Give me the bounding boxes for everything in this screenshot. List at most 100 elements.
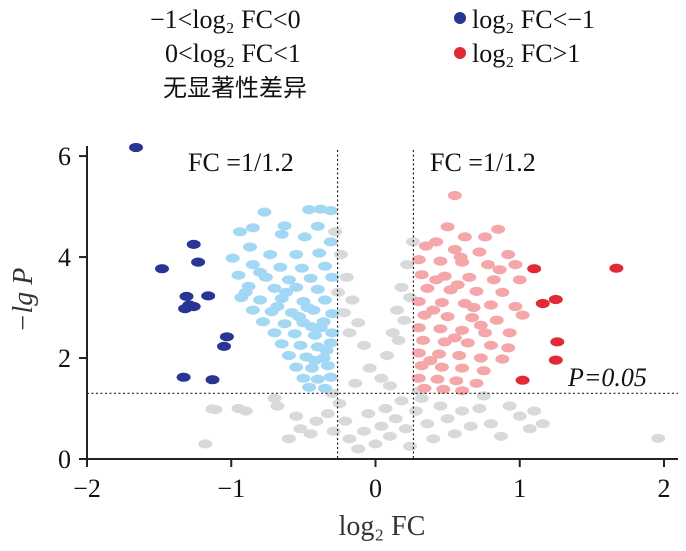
data-point	[342, 434, 357, 444]
data-point	[414, 270, 429, 280]
data-point	[320, 409, 335, 419]
data-point	[433, 256, 448, 266]
data-point	[277, 319, 292, 329]
data-point	[374, 421, 389, 431]
data-point	[455, 325, 470, 335]
data-point	[411, 255, 426, 265]
data-point	[256, 317, 270, 327]
data-point	[294, 263, 309, 273]
data-point	[323, 372, 338, 382]
data-point	[609, 263, 624, 273]
data-point	[274, 229, 289, 239]
x-tick-label: −2	[73, 474, 101, 503]
data-point	[449, 376, 464, 386]
data-point	[388, 414, 403, 424]
data-point	[548, 355, 563, 365]
data-point	[469, 378, 484, 388]
data-point	[201, 291, 216, 301]
legend-label-red: log₂ FC>1	[472, 39, 580, 68]
data-point	[300, 302, 315, 313]
data-point	[394, 396, 409, 406]
x-tick-label: 2	[658, 474, 671, 503]
data-point	[432, 349, 446, 359]
legend-dot-dark-blue	[454, 12, 466, 24]
legend-dot-red	[454, 47, 466, 59]
data-point	[351, 444, 366, 454]
data-point	[522, 424, 537, 434]
data-point	[535, 419, 550, 429]
y-tick-label: 6	[58, 142, 71, 171]
p-threshold-label: P=0.05	[567, 363, 647, 392]
data-point	[205, 404, 220, 414]
data-point	[323, 206, 338, 216]
data-point	[433, 324, 448, 334]
data-point	[191, 257, 206, 267]
data-point	[362, 363, 377, 373]
data-point	[351, 318, 366, 328]
data-point	[437, 337, 452, 347]
data-point	[391, 335, 406, 345]
data-point	[302, 205, 317, 215]
data-point	[452, 350, 467, 361]
data-point	[281, 275, 296, 285]
data-point	[326, 426, 341, 436]
data-point	[486, 275, 501, 285]
data-point	[307, 356, 322, 366]
data-point	[426, 305, 441, 315]
data-point	[501, 249, 516, 260]
y-axis-title: −lg P	[8, 268, 39, 333]
data-point	[361, 409, 376, 419]
data-point	[481, 260, 495, 270]
data-point	[179, 291, 194, 301]
data-point	[310, 221, 325, 231]
data-point	[478, 232, 493, 242]
data-point	[296, 373, 311, 383]
data-point	[186, 301, 201, 312]
threshold-lines: FC =1/1.2 FC =1/1.2 P=0.05	[87, 148, 678, 459]
data-point	[293, 340, 308, 350]
data-point	[231, 403, 246, 414]
data-point	[501, 343, 516, 353]
data-point	[232, 227, 247, 237]
data-point	[289, 411, 304, 421]
data-point	[305, 363, 319, 373]
data-point	[429, 237, 444, 247]
data-point	[243, 242, 257, 252]
data-point	[338, 416, 353, 426]
data-point	[318, 383, 332, 393]
data-point	[411, 373, 426, 383]
x-ticks: −2 −1 0 1 2	[73, 459, 671, 503]
data-point	[455, 363, 470, 373]
data-point	[478, 328, 493, 338]
data-point	[420, 283, 435, 293]
legend-label-not-significant: 无显著性差异	[163, 74, 307, 102]
data-point	[302, 382, 317, 392]
data-point	[508, 260, 523, 270]
data-point	[420, 419, 435, 429]
data-point	[378, 403, 393, 414]
data-point	[382, 381, 397, 391]
data-point	[385, 328, 400, 338]
data-point	[305, 322, 319, 332]
data-point	[267, 283, 282, 293]
data-point	[319, 345, 334, 356]
y-tick-label: 2	[58, 344, 71, 373]
data-point	[515, 310, 530, 320]
data-point	[186, 239, 201, 249]
x-tick-label: −1	[217, 474, 245, 503]
data-point	[492, 265, 507, 275]
data-point	[465, 313, 480, 323]
x-tick-label: 0	[369, 474, 382, 503]
data-point	[253, 295, 268, 305]
data-point	[225, 253, 240, 263]
data-point	[345, 295, 360, 305]
data-point	[433, 401, 448, 411]
data-point	[491, 224, 506, 234]
data-point	[357, 426, 371, 436]
scatter-points	[129, 142, 666, 454]
data-point	[310, 284, 325, 294]
data-point	[292, 312, 306, 322]
data-point	[382, 431, 397, 441]
data-point	[253, 267, 268, 277]
